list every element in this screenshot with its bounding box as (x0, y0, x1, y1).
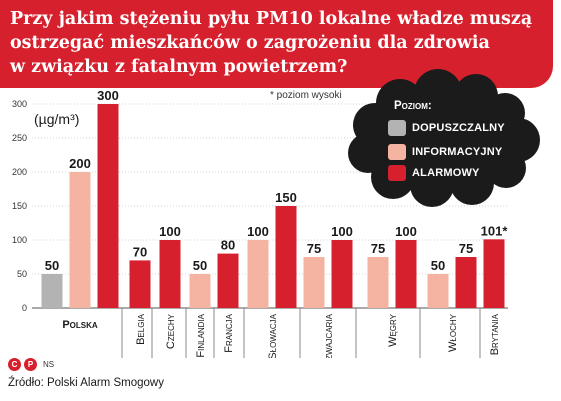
category-label: Francja (223, 313, 235, 352)
value-label: 100 (159, 224, 181, 239)
category-label: Słowacja (267, 313, 279, 358)
y-tick-label: 100 (12, 235, 27, 245)
category-label: Finlandia (195, 313, 207, 357)
legend-title: Poziom: (394, 100, 432, 112)
category-label: Belgia (135, 313, 147, 345)
value-label: 50 (45, 258, 59, 273)
bar (247, 240, 269, 308)
category-label: Węgry (387, 313, 399, 347)
bar (217, 253, 239, 308)
bar (331, 240, 353, 308)
y-tick-label: 50 (17, 269, 27, 279)
bar (189, 274, 211, 308)
value-label: 75 (459, 241, 473, 256)
legend-swatch (388, 144, 406, 160)
category-label: Włochy (447, 313, 459, 352)
value-label: 80 (221, 238, 235, 253)
title-line-2: ostrzegać mieszkańców o zagrożeniu dla z… (10, 33, 490, 53)
value-label: 50 (193, 258, 207, 273)
value-label: 100 (247, 224, 269, 239)
legend-swatch (388, 120, 406, 136)
legend-item-dopuszczalny: DOPUSZCZALNY (388, 119, 505, 137)
footnote-high-level: * poziom wysoki (270, 90, 342, 101)
category-label: W. Brytania (489, 313, 501, 358)
value-label: 100 (331, 224, 353, 239)
category-label: Szwajcaria (323, 313, 335, 358)
value-label: 75 (371, 241, 385, 256)
legend-label: DOPUSZCZALNY (412, 122, 505, 134)
bar (41, 274, 63, 308)
y-tick-label: 250 (12, 133, 27, 143)
category-label: Polska (62, 319, 98, 331)
bar (97, 104, 119, 308)
y-axis-unit-label: (µg/m³) (34, 111, 79, 127)
value-label: 300 (97, 88, 119, 103)
value-label: 50 (431, 258, 445, 273)
title-line-3: w związku z fatalnym powietrzem? (10, 57, 348, 77)
bar (303, 257, 325, 308)
legend-label: INFORMACYJNY (412, 146, 503, 158)
bar (455, 257, 477, 308)
value-label: 75 (307, 241, 321, 256)
legend-swatch (388, 165, 406, 181)
logo-ns-text: NS (43, 360, 55, 369)
bar (159, 240, 181, 308)
y-tick-label: 200 (12, 167, 27, 177)
bar (395, 240, 417, 308)
legend-item-alarmowy: ALARMOWY (388, 164, 480, 182)
value-label: 200 (69, 156, 91, 171)
pm10-bar-chart: 0 50 100 150 200 250 300 (µg/m³) 50 200 300 70 100 50… (12, 88, 509, 358)
logo-c-mark: C (8, 358, 21, 371)
value-label: 100 (395, 224, 417, 239)
category-label: Czechy (165, 313, 177, 349)
y-tick-label: 150 (12, 201, 27, 211)
value-label: 70 (133, 244, 147, 259)
source-text: Źródło: Polski Alarm Smogowy (8, 377, 164, 389)
legend-label: ALARMOWY (412, 167, 480, 179)
logo-p-mark: P (24, 358, 37, 371)
title-line-1: Przy jakim stężeniu pyłu PM10 lokalne wł… (10, 9, 533, 29)
y-tick-label: 0 (22, 303, 27, 313)
value-label: 150 (275, 190, 297, 205)
bar (275, 206, 297, 308)
y-tick-label: 300 (12, 99, 27, 109)
bar (483, 239, 505, 308)
publisher-logo: C P NS (8, 358, 54, 371)
bar (427, 274, 449, 308)
legend-item-informacyjny: INFORMACYJNY (388, 143, 502, 161)
bar (367, 257, 389, 308)
value-label: 101* (481, 223, 509, 238)
bar (129, 260, 151, 308)
title-banner: Przy jakim stężeniu pyłu PM10 lokalne wł… (0, 0, 553, 88)
bar (69, 172, 91, 308)
